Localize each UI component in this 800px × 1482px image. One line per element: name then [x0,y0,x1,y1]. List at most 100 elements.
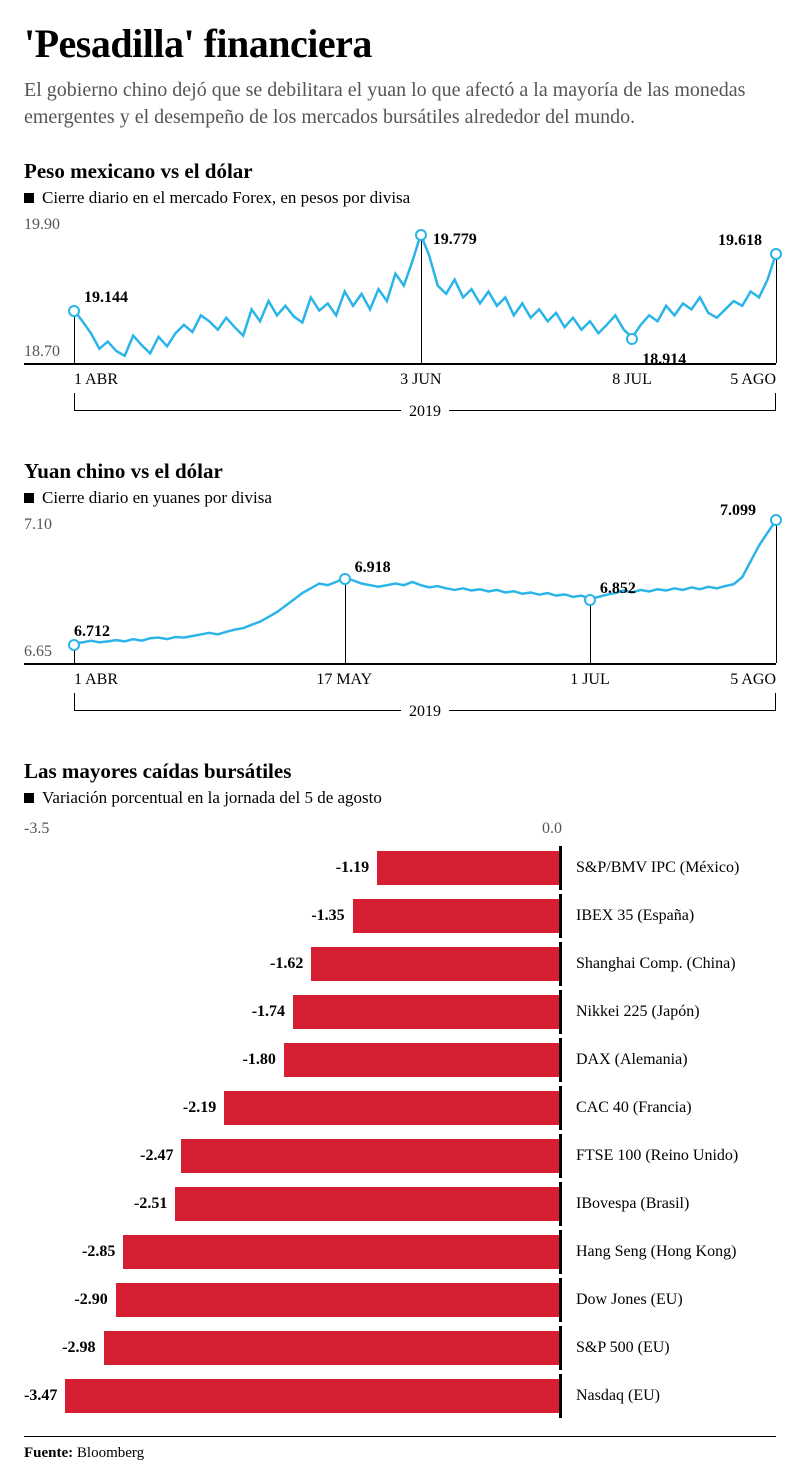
source-value: Bloomberg [77,1445,144,1461]
chart1-ybot: 18.70 [24,343,60,361]
marker-label: 6.918 [355,559,391,577]
bar-row: -1.80 DAX (Alemania) [24,1038,776,1082]
bar-label: IBEX 35 (España) [562,907,776,925]
bar-row: -2.51 IBovespa (Brasil) [24,1182,776,1226]
bullet-icon [24,193,34,203]
bar-value: -1.19 [336,859,369,877]
main-title: 'Pesadilla' financiera [24,20,776,67]
marker-line [776,252,777,363]
marker-line [345,577,346,663]
bar-row: -2.98 S&P 500 (EU) [24,1326,776,1370]
chart2-sub: Cierre diario en yuanes por divisa [24,488,776,508]
bar-row: -1.35 IBEX 35 (España) [24,894,776,938]
marker-dot-icon [626,333,638,345]
bar-fill [353,899,559,933]
x-tick: 1 ABR [74,371,118,389]
bar-scale-left: -3.5 [24,820,49,838]
chart-peso: Peso mexicano vs el dólar Cierre diario … [24,159,776,415]
chart2-xaxis: 2019 1 ABR17 MAY1 JUL5 AGO [74,665,776,715]
bar-fill [65,1379,559,1413]
bar-area: -1.19 S&P/BMV IPC (México) -1.35 IBEX 35 (E… [24,846,776,1418]
bar-label: Hang Seng (Hong Kong) [562,1243,776,1261]
bullet-icon [24,493,34,503]
marker-line [421,233,422,363]
chart1-plot: 19.90 18.70 19.14419.77918.91419.618 [24,220,776,365]
marker-label: 19.618 [718,232,762,250]
chart1-xaxis: 2019 1 ABR3 JUN8 JUL5 AGO [74,365,776,415]
chart1-ytop: 19.90 [24,216,60,234]
bar-fill [377,851,559,885]
bar-value: -2.19 [183,1099,216,1117]
bar-fill [175,1187,559,1221]
bar-value: -1.62 [270,955,303,973]
bar-label: IBovespa (Brasil) [562,1195,776,1213]
bar-fill [123,1235,559,1269]
bar-fill [293,995,559,1029]
bar-value: -2.47 [140,1147,173,1165]
bar-row: -2.19 CAC 40 (Francia) [24,1086,776,1130]
chart1-sub-text: Cierre diario en el mercado Forex, en pe… [42,188,410,208]
marker-label: 19.779 [433,231,477,249]
bar-scale-right: 0.0 [542,820,562,838]
bar-label: Nasdaq (EU) [562,1387,776,1405]
bar-sub: Variación porcentual en la jornada del 5… [24,788,776,808]
bar-value: -1.35 [311,907,344,925]
marker-dot-icon [584,594,596,606]
bar-row: -3.47 Nasdaq (EU) [24,1374,776,1418]
bar-value: -3.47 [24,1387,57,1405]
bar-row: -2.90 Dow Jones (EU) [24,1278,776,1322]
chart2-plot: 7.10 6.65 6.7126.9186.8527.099 [24,520,776,665]
bar-value: -1.74 [252,1003,285,1021]
bar-value: -2.85 [82,1243,115,1261]
marker-label: 7.099 [720,502,756,520]
bar-fill [116,1283,559,1317]
bar-sub-text: Variación porcentual en la jornada del 5… [42,788,382,808]
x-tick: 1 JUL [570,671,610,689]
bar-label: FTSE 100 (Reino Unido) [562,1147,776,1165]
x-tick: 1 ABR [74,671,118,689]
bar-row: -1.74 Nikkei 225 (Japón) [24,990,776,1034]
chart2-year: 2019 [401,703,449,721]
bar-value: -1.80 [243,1051,276,1069]
bar-row: -2.47 FTSE 100 (Reino Unido) [24,1134,776,1178]
marker-dot-icon [415,229,427,241]
bar-label: Nikkei 225 (Japón) [562,1003,776,1021]
subtitle: El gobierno chino dejó que se debilitara… [24,77,776,131]
bar-value: -2.51 [134,1195,167,1213]
marker-dot-icon [68,305,80,317]
marker-dot-icon [770,514,782,526]
bar-title: Las mayores caídas bursátiles [24,759,776,784]
chart2-sub-text: Cierre diario en yuanes por divisa [42,488,272,508]
bar-fill [311,947,559,981]
x-tick: 3 JUN [400,371,441,389]
chart-barras: Las mayores caídas bursátiles Variación … [24,759,776,1418]
chart-yuan: Yuan chino vs el dólar Cierre diario en … [24,459,776,715]
bar-label: Dow Jones (EU) [562,1291,776,1309]
bar-row: -1.19 S&P/BMV IPC (México) [24,846,776,890]
marker-label: 6.852 [600,580,636,598]
bar-value: -2.98 [62,1339,95,1357]
bullet-icon [24,793,34,803]
marker-dot-icon [770,248,782,260]
bar-label: DAX (Alemania) [562,1051,776,1069]
bar-label: S&P/BMV IPC (México) [562,859,776,877]
source: Fuente: Bloomberg [24,1445,776,1462]
x-tick: 8 JUL [612,371,652,389]
bar-fill [104,1331,560,1365]
bar-value: -2.90 [74,1291,107,1309]
chart2-ytop: 7.10 [24,516,52,534]
chart2-ybot: 6.65 [24,643,52,661]
chart1-year: 2019 [401,403,449,421]
bar-fill [224,1091,559,1125]
chart1-sub: Cierre diario en el mercado Forex, en pe… [24,188,776,208]
bar-label: Shanghai Comp. (China) [562,955,776,973]
bar-label: S&P 500 (EU) [562,1339,776,1357]
x-tick: 5 AGO [730,371,776,389]
bar-fill [181,1139,559,1173]
marker-line [590,598,591,663]
bar-label: CAC 40 (Francia) [562,1099,776,1117]
chart1-title: Peso mexicano vs el dólar [24,159,776,184]
source-label: Fuente: [24,1445,73,1461]
marker-label: 6.712 [74,623,110,641]
marker-label: 19.144 [84,289,128,307]
